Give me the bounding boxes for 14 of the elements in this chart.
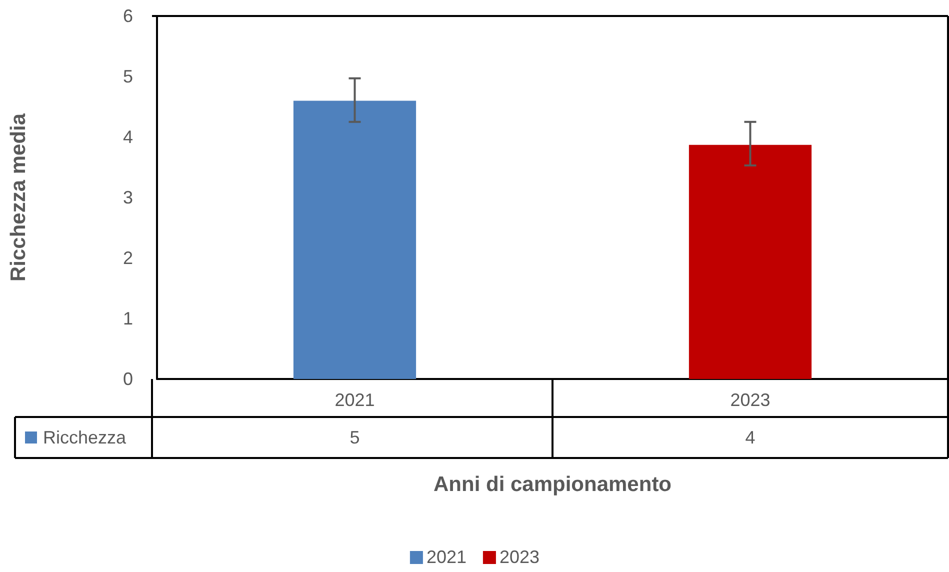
y-tick-label: 3 xyxy=(122,188,133,208)
y-tick-label: 6 xyxy=(122,6,133,26)
y-tick-label: 4 xyxy=(122,127,133,147)
y-tick-label: 0 xyxy=(122,369,133,389)
y-tick-label: 5 xyxy=(122,66,133,86)
category-label: 2023 xyxy=(500,547,540,567)
y-tick-label: 2 xyxy=(122,248,133,268)
data-label: 4 xyxy=(745,428,756,448)
category-label: 2021 xyxy=(426,547,466,567)
x-axis-title: Anni di campionamento xyxy=(433,473,672,496)
legend-label: Ricchezza xyxy=(43,428,128,448)
y-axis-title: Ricchezza media xyxy=(7,113,30,282)
y-tick-label: 1 xyxy=(122,308,133,328)
data-label: 5 xyxy=(350,428,360,448)
